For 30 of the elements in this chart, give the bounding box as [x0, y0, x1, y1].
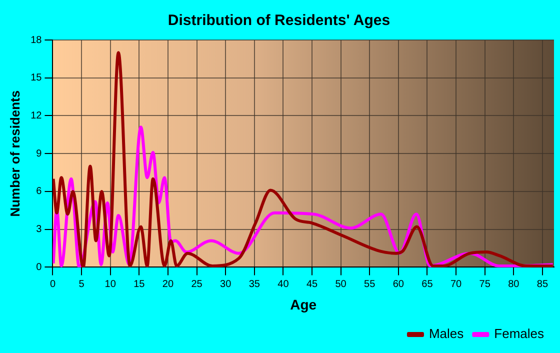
x-tick-label: 50 [335, 278, 347, 290]
x-tick-label: 55 [364, 278, 376, 290]
x-tick-label: 65 [422, 278, 434, 290]
y-tick-label: 3 [36, 224, 42, 236]
x-tick-label: 40 [278, 278, 290, 290]
x-tick-label: 75 [479, 278, 491, 290]
y-tick-label: 12 [30, 110, 42, 122]
x-tick-label: 10 [104, 278, 116, 290]
y-tick-label: 15 [30, 72, 42, 84]
y-tick-label: 18 [30, 34, 42, 46]
y-tick-label: 0 [36, 262, 42, 273]
x-tick-label: 20 [162, 278, 174, 290]
x-tick-label: 70 [450, 278, 462, 290]
x-tick-label: 25 [191, 278, 203, 290]
x-tick-label: 60 [392, 278, 404, 290]
x-axis-title: Age [290, 296, 317, 312]
y-axis-title: Number of residents [7, 90, 22, 217]
chart-title: Distribution of Residents' Ages [168, 12, 390, 30]
x-tick-label: 15 [134, 278, 146, 290]
y-tick-label: 9 [36, 148, 42, 160]
legend-label: Females [494, 326, 544, 342]
x-tick-label: 0 [50, 278, 56, 290]
x-tick-label: 5 [78, 278, 85, 290]
legend-label: Males [428, 326, 464, 342]
y-tick-label: 6 [36, 186, 42, 198]
x-tick-label: 35 [248, 278, 260, 290]
x-tick-label: 80 [508, 278, 520, 290]
x-tick-label: 30 [220, 278, 232, 290]
x-tick-label: 85 [536, 278, 548, 290]
x-tick-label: 45 [306, 278, 318, 290]
